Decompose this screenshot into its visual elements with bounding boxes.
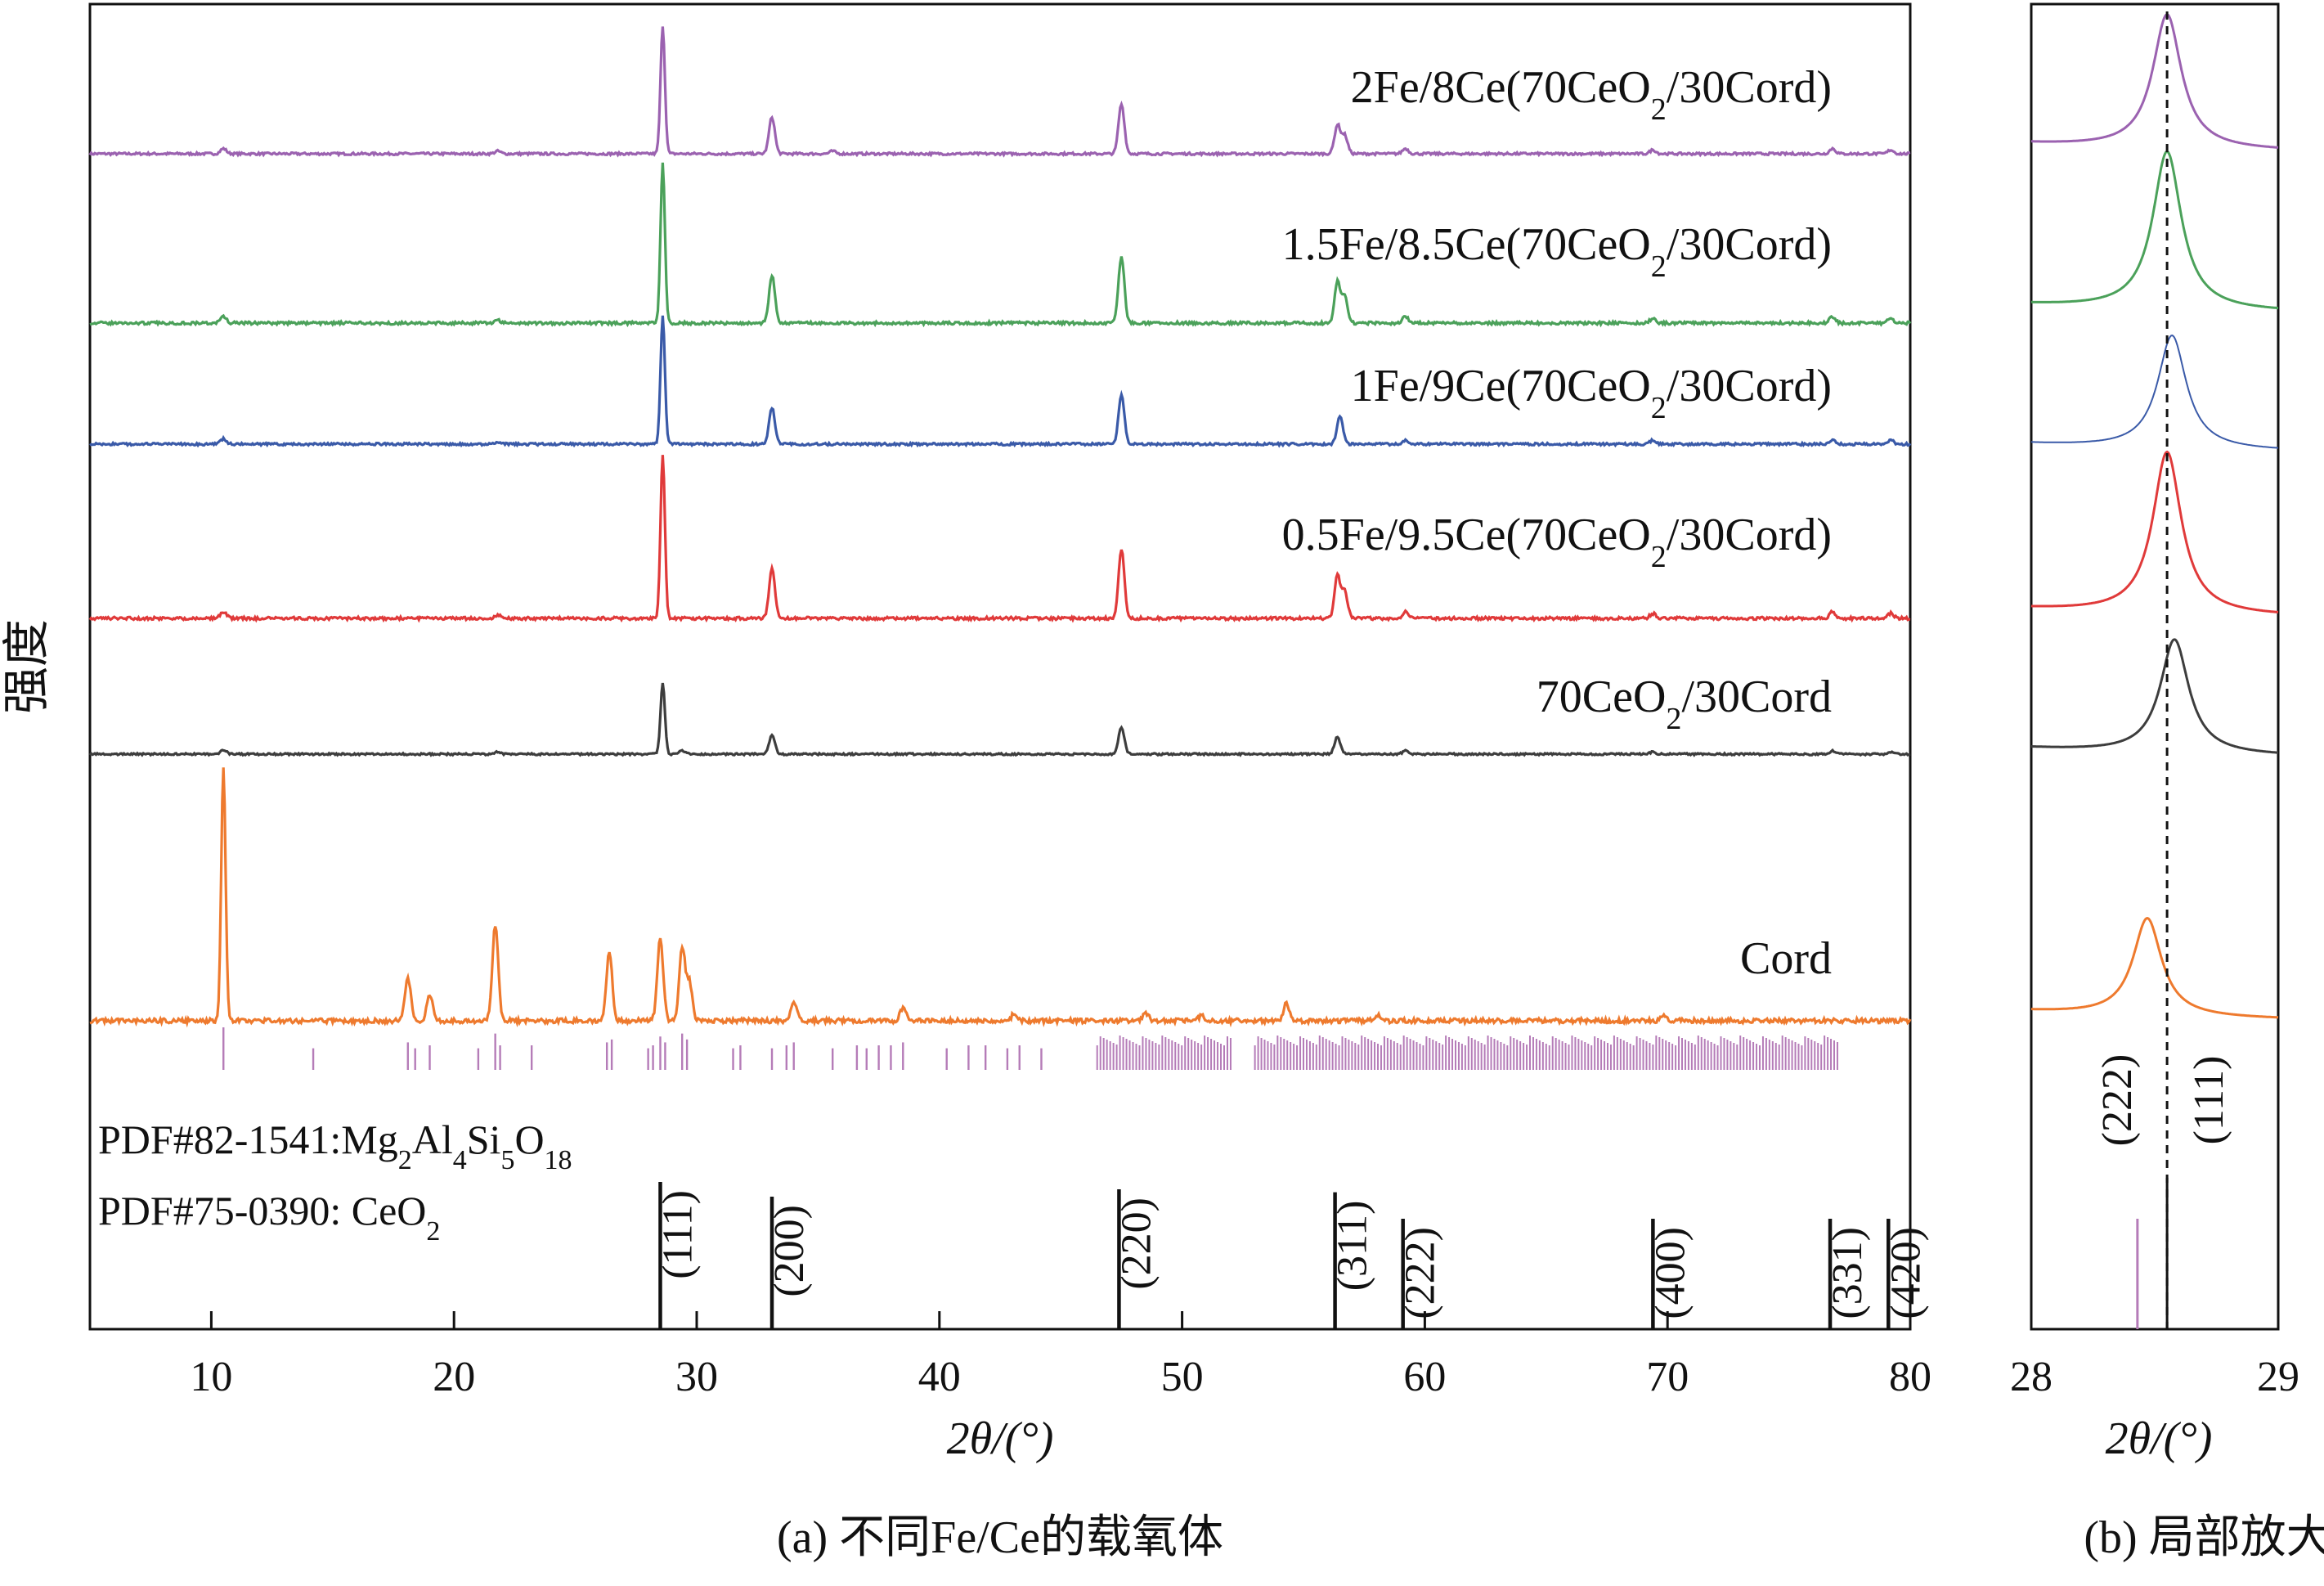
panel-b-frame [2030, 2, 2280, 1331]
miller-index-label: (400) [1647, 1227, 1694, 1319]
series-label: 0.5Fe/9.5Ce(70CeO2/30Cord) [1282, 510, 1832, 574]
panel-a-x-axis: 10 20 30 40 50 60 70 80 [190, 1311, 1931, 1400]
panel-a-traces: 2Fe/8Ce(70CeO2/30Cord) 1.5Fe/8.5Ce(70CeO2… [88, 26, 1912, 1028]
panel-a-frame [88, 2, 1912, 1331]
series-line [89, 162, 1912, 328]
x-tick-label: 70 [1646, 1354, 1689, 1400]
miller-index-label: (200) [766, 1205, 813, 1297]
x-tick-label: 28 [2010, 1354, 2053, 1400]
ref-pattern-label-cordierite: PDF#82-1541:Mg2Al4Si5O18 [98, 1116, 572, 1175]
series-label: Cord [1740, 933, 1832, 984]
ref-pattern-label-ceo2: PDF#75-0390: CeO2 [98, 1188, 440, 1247]
panel-a-caption: (a) 不同Fe/Ce的载氧体 [777, 1512, 1223, 1563]
series-label: 2Fe/8Ce(70CeO2/30Cord) [1351, 62, 1832, 127]
x-tick-label: 20 [433, 1354, 475, 1400]
series-label: 1.5Fe/8.5Ce(70CeO2/30Cord) [1282, 219, 1832, 284]
miller-index-label: (222) [2094, 1054, 2141, 1147]
series-line [2031, 917, 2279, 1019]
x-tick-label: 29 [2257, 1354, 2299, 1400]
panel-b-caption: (b) 局部放大 [2084, 1512, 2324, 1563]
miller-index-label: (111) [654, 1190, 701, 1279]
panel-a-reference-patterns: PDF#82-1541:Mg2Al4Si5O18 (111) (200) (220) (… [98, 1027, 1929, 1329]
x-tick-label: 30 [675, 1354, 718, 1400]
series-line [2030, 335, 2279, 449]
miller-index-label: (311) [1330, 1201, 1376, 1292]
panel-a-y-axis-title: 强度 [0, 619, 53, 714]
series-line [88, 682, 1911, 757]
x-tick-label: 80 [1889, 1354, 1931, 1400]
series-line [2031, 150, 2279, 310]
series-line [89, 315, 1912, 448]
panel-b-x-axis-title: 2θ/(°) [2106, 1413, 2213, 1464]
panel-b-reference-lines: (222) (111) [2094, 11, 2232, 1329]
series-line [89, 767, 1912, 1028]
miller-index-label: (222) [1398, 1227, 1444, 1319]
series-line [2031, 13, 2279, 149]
miller-index-label: (331) [1824, 1227, 1871, 1319]
panel-a-x-axis-title: 2θ/(°) [947, 1413, 1054, 1464]
series-line [2031, 638, 2279, 754]
x-tick-label: 50 [1161, 1354, 1204, 1400]
panel-b-traces [2030, 13, 2279, 1019]
x-tick-label: 60 [1403, 1354, 1446, 1400]
series-line [88, 26, 1911, 158]
miller-index-label: (420) [1882, 1227, 1929, 1319]
series-line [2030, 450, 2279, 613]
miller-index-label: (111) [2186, 1056, 2232, 1145]
miller-index-label: (220) [1113, 1197, 1160, 1290]
series-line [88, 455, 1911, 623]
series-label: 1Fe/9Ce(70CeO2/30Cord) [1351, 361, 1832, 425]
panel-b-x-axis: 28 29 [2010, 1311, 2299, 1400]
series-label: 70CeO2/30Cord [1537, 672, 1832, 736]
x-tick-label: 40 [918, 1354, 961, 1400]
x-tick-label: 10 [190, 1354, 232, 1400]
